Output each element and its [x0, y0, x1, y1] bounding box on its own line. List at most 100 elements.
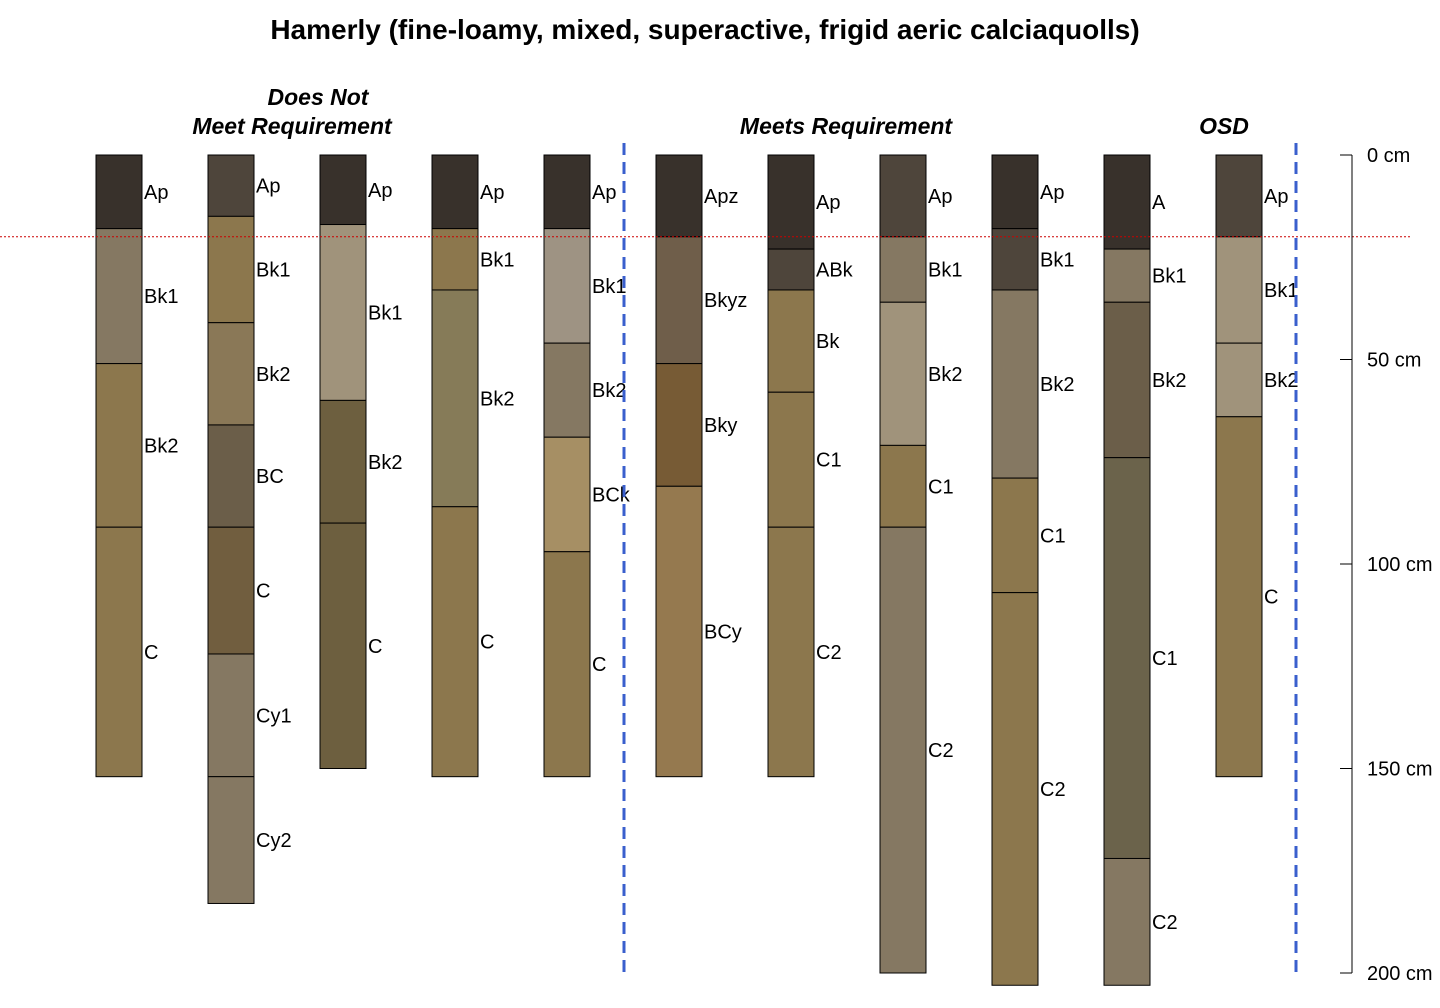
horizon-label: Bk1 [592, 276, 626, 298]
horizon-block [879, 444, 927, 528]
horizon-label: Bk2 [256, 364, 290, 386]
horizon-label: Ap [1040, 182, 1064, 204]
group-label-does-not-meet-line1: Does Not [268, 84, 370, 110]
horizon-label: ABk [816, 260, 854, 282]
horizon-block [207, 154, 255, 217]
horizon-label: C [1264, 587, 1278, 609]
group-label-osd: OSD [1199, 113, 1249, 139]
horizon-block [543, 342, 591, 438]
horizon-block [879, 301, 927, 446]
horizon-label: Bk1 [480, 249, 514, 271]
horizon-block [1215, 154, 1263, 238]
horizon-label: Bk1 [368, 302, 402, 324]
horizon-label: Bk1 [256, 260, 290, 282]
horizon-label: Bk2 [368, 452, 402, 474]
horizon-block [95, 154, 143, 230]
horizon-block [991, 592, 1039, 986]
soil-profile: Ap Bk1 Bk2 C [319, 154, 402, 769]
horizon-label: Bk1 [1152, 266, 1186, 288]
horizon-label: Bky [704, 415, 737, 437]
depth-axis-tick-label: 150 cm [1367, 759, 1433, 781]
horizon-block [431, 289, 479, 508]
horizon-block [1215, 342, 1263, 418]
horizon-block [1103, 857, 1151, 986]
horizon-label: Bk2 [928, 364, 962, 386]
depth-axis-tick-label: 100 cm [1367, 554, 1433, 576]
horizon-label: BCk [592, 484, 631, 506]
horizon-block [95, 363, 143, 528]
horizon-block [1215, 236, 1263, 344]
horizon-label: C1 [816, 450, 842, 472]
soil-profile: Ap Bk1 Bk2 BC C Cy1 Cy2 [207, 154, 292, 904]
horizon-block [767, 526, 815, 778]
horizon-label: Ap [1264, 186, 1288, 208]
horizon-block [543, 228, 591, 344]
horizon-label: Bk2 [480, 388, 514, 410]
horizon-block [207, 215, 255, 324]
soil-profile: Ap Bk1 Bk2 C1 C2 [879, 154, 962, 974]
horizon-label: C2 [928, 740, 954, 762]
horizon-block [655, 485, 703, 778]
horizon-label: C [256, 581, 270, 603]
depth-axis-tick-label: 200 cm [1367, 963, 1433, 985]
horizon-label: Apz [704, 186, 738, 208]
horizon-label: Ap [144, 182, 168, 204]
horizon-label: Ap [480, 182, 504, 204]
dividers-group [622, 143, 1298, 972]
soil-profile: Ap Bk1 Bk2 C [431, 154, 514, 778]
horizon-label: Bk2 [144, 435, 178, 457]
horizon-block [431, 228, 479, 291]
horizon-block [319, 399, 367, 524]
horizon-block [207, 322, 255, 426]
horizon-label: A [1152, 192, 1166, 214]
horizon-block [319, 224, 367, 401]
horizon-block [207, 424, 255, 528]
horizon-label: Bk2 [1152, 370, 1186, 392]
horizon-block [991, 228, 1039, 291]
horizon-label: C2 [1152, 912, 1178, 934]
horizon-block [655, 236, 703, 365]
soil-profile: Ap Bk1 Bk2 C [95, 154, 178, 778]
horizon-label: C [592, 654, 606, 676]
group-label-does-not-meet-line2: Meet Requirement [192, 113, 393, 139]
horizon-block [1103, 248, 1151, 303]
horizon-block [767, 154, 815, 250]
horizon-label: Bk [816, 331, 840, 353]
depth-axis: 0 cm 50 cm 100 cm 150 cm 200 cm [1340, 145, 1433, 985]
horizon-block [543, 436, 591, 553]
horizon-label: Ap [256, 176, 280, 198]
soil-profile: Apz Bkyz Bky BCy [655, 154, 747, 778]
horizon-label: Bk2 [592, 380, 626, 402]
horizon-block [319, 154, 367, 226]
soil-profile: Ap Bk1 Bk2 C1 C2 [991, 154, 1074, 986]
horizon-label: BCy [704, 621, 742, 643]
horizon-label: Bkyz [704, 290, 747, 312]
horizon-label: BC [256, 466, 284, 488]
horizon-block [879, 236, 927, 303]
horizon-label: C2 [1040, 779, 1066, 801]
soil-profile: A Bk1 Bk2 C1 C2 [1103, 154, 1186, 986]
horizon-block [1215, 416, 1263, 778]
horizon-block [879, 526, 927, 974]
horizon-label: Ap [928, 186, 952, 208]
depth-axis-tick-label: 0 cm [1367, 145, 1410, 167]
horizon-label: Bk1 [1264, 280, 1298, 302]
horizon-label: Bk2 [1264, 370, 1298, 392]
horizon-block [879, 154, 927, 238]
horizon-block [655, 363, 703, 487]
horizon-block [95, 526, 143, 778]
horizon-block [655, 154, 703, 238]
depth-axis-tick-label: 50 cm [1367, 350, 1421, 372]
horizon-block [991, 154, 1039, 230]
horizon-label: C [480, 632, 494, 654]
horizon-block [431, 506, 479, 778]
horizon-label: Cy2 [256, 830, 292, 852]
horizon-block [207, 526, 255, 655]
horizon-block [207, 776, 255, 904]
horizon-block [431, 154, 479, 230]
horizon-block [991, 477, 1039, 594]
horizon-block [767, 391, 815, 528]
horizon-label: C1 [1040, 525, 1066, 547]
horizon-block [543, 154, 591, 230]
horizon-label: C2 [816, 642, 842, 664]
